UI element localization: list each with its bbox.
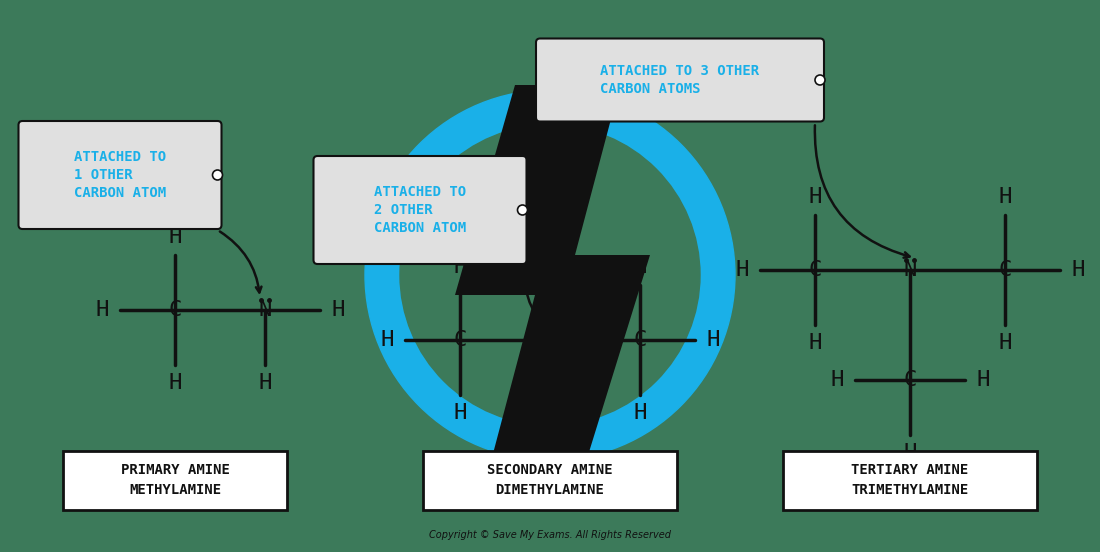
FancyBboxPatch shape <box>424 450 676 509</box>
Text: H: H <box>634 257 647 277</box>
Text: PRIMARY AMINE
METHYLAMINE: PRIMARY AMINE METHYLAMINE <box>121 463 230 497</box>
Text: C: C <box>634 330 647 350</box>
FancyBboxPatch shape <box>63 450 287 509</box>
Circle shape <box>517 205 528 215</box>
Text: H: H <box>634 403 647 423</box>
Text: SECONDARY AMINE
DIMETHYLAMINE: SECONDARY AMINE DIMETHYLAMINE <box>487 463 613 497</box>
Text: H: H <box>331 300 344 320</box>
Text: C: C <box>808 260 822 280</box>
Text: ATTACHED TO 3 OTHER
CARBON ATOMS: ATTACHED TO 3 OTHER CARBON ATOMS <box>601 64 760 96</box>
Text: H: H <box>999 333 1012 353</box>
Text: H: H <box>977 370 990 390</box>
Text: C: C <box>903 370 916 390</box>
Text: H: H <box>168 227 182 247</box>
Text: C: C <box>168 300 182 320</box>
Text: H: H <box>258 373 272 393</box>
Text: H: H <box>735 260 749 280</box>
FancyBboxPatch shape <box>536 39 824 121</box>
Text: N: N <box>258 300 272 320</box>
Text: TERTIARY AMINE
TRIMETHYLAMINE: TERTIARY AMINE TRIMETHYLAMINE <box>851 463 969 497</box>
Text: ATTACHED TO
1 OTHER
CARBON ATOM: ATTACHED TO 1 OTHER CARBON ATOM <box>74 150 166 200</box>
FancyBboxPatch shape <box>19 121 221 229</box>
Text: H: H <box>453 403 466 423</box>
Text: H: H <box>168 373 182 393</box>
Text: H: H <box>999 187 1012 207</box>
Text: ATTACHED TO
2 OTHER
CARBON ATOM: ATTACHED TO 2 OTHER CARBON ATOM <box>374 184 466 235</box>
Text: H: H <box>96 300 109 320</box>
Circle shape <box>212 170 222 180</box>
Circle shape <box>400 125 700 425</box>
Text: H: H <box>903 443 916 463</box>
Text: H: H <box>830 370 844 390</box>
FancyBboxPatch shape <box>314 156 527 264</box>
Text: C: C <box>453 330 466 350</box>
Text: C: C <box>999 260 1012 280</box>
Polygon shape <box>455 85 650 465</box>
Text: H: H <box>1071 260 1085 280</box>
Text: N: N <box>543 330 557 350</box>
Text: N: N <box>903 260 916 280</box>
Text: H: H <box>808 187 822 207</box>
Text: Copyright © Save My Exams. All Rights Reserved: Copyright © Save My Exams. All Rights Re… <box>429 530 671 540</box>
Text: H: H <box>453 257 466 277</box>
Text: H: H <box>706 330 719 350</box>
Circle shape <box>365 90 735 460</box>
Text: H: H <box>381 330 394 350</box>
FancyBboxPatch shape <box>783 450 1037 509</box>
Text: H: H <box>808 333 822 353</box>
Circle shape <box>815 75 825 85</box>
